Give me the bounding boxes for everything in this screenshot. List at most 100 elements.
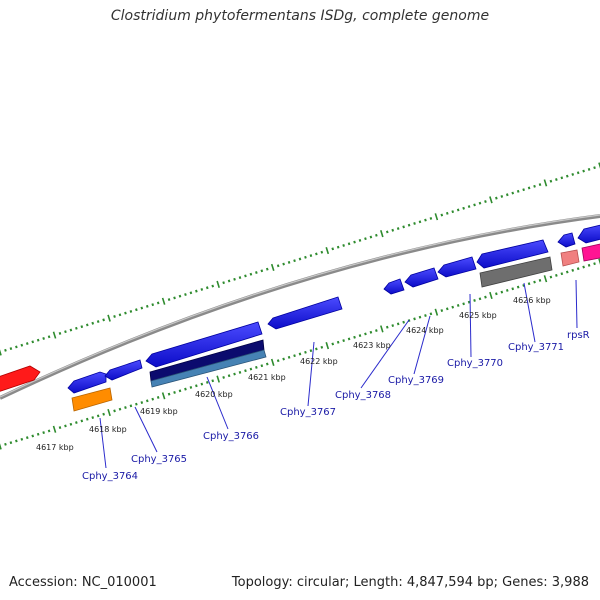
outer-ring-tick bbox=[255, 271, 258, 274]
inner-ring-tick bbox=[42, 431, 45, 435]
outer-ring-tick bbox=[9, 347, 13, 351]
gene-partial-blue-right[interactable] bbox=[577, 224, 600, 244]
outer-ring-tick bbox=[25, 342, 29, 345]
inner-ring-tick bbox=[320, 345, 324, 349]
inner-ring-tick bbox=[75, 421, 78, 425]
inner-ring-tick bbox=[598, 258, 600, 265]
outer-ring-tick bbox=[495, 196, 498, 200]
outer-ring-tick bbox=[331, 247, 335, 251]
inner-ring-tick bbox=[102, 412, 105, 416]
inner-ring-tick bbox=[543, 275, 548, 283]
outer-ring-tick bbox=[304, 255, 307, 259]
map-title: Clostridium phytofermentans ISDg, comple… bbox=[110, 8, 490, 24]
inner-ring-tick bbox=[80, 419, 84, 423]
gene-cphy-3767-arrow[interactable] bbox=[267, 296, 343, 330]
gene-label-cphy-3764[interactable]: Cphy_3764 bbox=[82, 471, 138, 482]
gene-label-cphy-3770[interactable]: Cphy_3770 bbox=[447, 358, 503, 369]
inner-ring-tick bbox=[276, 359, 280, 363]
gene-label-cphy-3766[interactable]: Cphy_3766 bbox=[203, 431, 259, 442]
inner-ring-tick bbox=[413, 317, 416, 321]
inner-ring-tick bbox=[265, 362, 269, 366]
inner-ring-tick bbox=[342, 339, 345, 343]
outer-ring-tick bbox=[434, 213, 439, 221]
outer-ring-tick bbox=[555, 178, 558, 181]
outer-ring-tick bbox=[565, 174, 569, 178]
gene-cphy-3770-arrow[interactable] bbox=[437, 256, 477, 278]
gene-cphy-3771-arrow[interactable] bbox=[476, 239, 549, 269]
gene-cphy-3764-arrow[interactable] bbox=[67, 371, 107, 394]
outer-ring-tick bbox=[4, 348, 7, 352]
outer-ring-tick bbox=[375, 233, 378, 237]
outer-ring-tick bbox=[369, 235, 373, 239]
inner-ring-tick bbox=[118, 407, 122, 411]
outer-ring-tick bbox=[451, 210, 455, 214]
outer-ring-tick bbox=[336, 245, 340, 249]
inner-ring-tick bbox=[358, 334, 362, 338]
outer-ring-tick bbox=[238, 276, 242, 280]
gene-label-cphy-3767[interactable]: Cphy_3767 bbox=[280, 407, 336, 418]
inner-ring-tick bbox=[25, 436, 29, 440]
outer-ring-tick bbox=[124, 311, 127, 315]
gene-rpsr-arrow[interactable] bbox=[557, 232, 576, 248]
inner-ring-tick bbox=[58, 426, 62, 430]
inner-ring-tick bbox=[511, 287, 515, 291]
gene-label-cphy-3765[interactable]: Cphy_3765 bbox=[131, 454, 187, 465]
gene-cphy-3766-arrow[interactable] bbox=[145, 321, 263, 368]
outer-ring-tick bbox=[533, 184, 536, 188]
inner-ring-tick bbox=[315, 347, 318, 351]
inner-ring-tick bbox=[516, 285, 520, 289]
gene-magenta-box[interactable] bbox=[581, 243, 600, 262]
outer-ring-tick bbox=[205, 286, 209, 290]
gene-orange-box[interactable] bbox=[71, 387, 113, 412]
position-label: 4622 kbp bbox=[300, 357, 338, 366]
inner-ring-tick bbox=[571, 268, 575, 272]
gene-pink-box[interactable] bbox=[560, 249, 580, 267]
inner-ring-tick bbox=[96, 414, 100, 418]
position-label: 4623 kbp bbox=[353, 341, 391, 350]
outer-ring-tick bbox=[20, 343, 24, 347]
gene-label-cphy-3769[interactable]: Cphy_3769 bbox=[388, 375, 444, 386]
inner-ring-tick bbox=[260, 364, 264, 368]
inner-tick-ring bbox=[0, 258, 600, 450]
inner-ring-tick bbox=[582, 265, 585, 269]
inner-ring-tick bbox=[484, 295, 487, 299]
inner-ring-tick bbox=[396, 322, 400, 326]
gene-red-partial[interactable] bbox=[0, 365, 41, 393]
outer-ring-tick bbox=[593, 166, 596, 170]
outer-ring-tick bbox=[440, 213, 444, 217]
outer-ring-tick bbox=[385, 230, 389, 234]
inner-ring-tick bbox=[560, 272, 564, 276]
gene-cphy-3768-arrow[interactable] bbox=[383, 278, 405, 295]
gene-label-cphy-3768[interactable]: Cphy_3768 bbox=[335, 390, 391, 401]
gene-label-rpsr[interactable]: rpsR bbox=[567, 330, 590, 341]
inner-ring-tick bbox=[129, 404, 133, 408]
inner-ring-tick bbox=[227, 374, 231, 378]
inner-ring-tick bbox=[500, 290, 504, 294]
inner-ring-tick bbox=[402, 320, 405, 324]
gene-cphy-3769-arrow[interactable] bbox=[404, 267, 439, 288]
outer-ring-tick bbox=[358, 238, 362, 242]
gene-label-cphy-3771[interactable]: Cphy_3771 bbox=[508, 342, 564, 353]
outer-ring-tick bbox=[91, 321, 95, 325]
gene-gray-box[interactable] bbox=[479, 256, 553, 288]
inner-ring-tick bbox=[505, 288, 509, 292]
inner-ring-tick bbox=[429, 312, 433, 316]
outer-ring-tick bbox=[391, 228, 395, 232]
gene-cphy-3765-arrow[interactable] bbox=[104, 359, 143, 381]
outer-ring-tick bbox=[522, 188, 525, 192]
inner-ring-tick bbox=[495, 292, 498, 296]
gene-steel-box[interactable] bbox=[150, 349, 267, 388]
outer-ring-tick bbox=[527, 186, 531, 190]
inner-ring-tick bbox=[156, 396, 160, 399]
outer-ring-tick bbox=[135, 308, 138, 312]
outer-ring-tick bbox=[145, 304, 149, 308]
outer-ring-tick bbox=[42, 337, 45, 340]
outer-ring-tick bbox=[516, 189, 520, 193]
inner-ring-tick bbox=[375, 329, 378, 333]
inner-ring-tick bbox=[424, 314, 427, 317]
outer-ring-tick bbox=[195, 289, 198, 293]
inner-ring-tick bbox=[593, 262, 596, 266]
outer-tick-ring bbox=[0, 162, 600, 356]
outer-ring-tick bbox=[102, 318, 105, 322]
